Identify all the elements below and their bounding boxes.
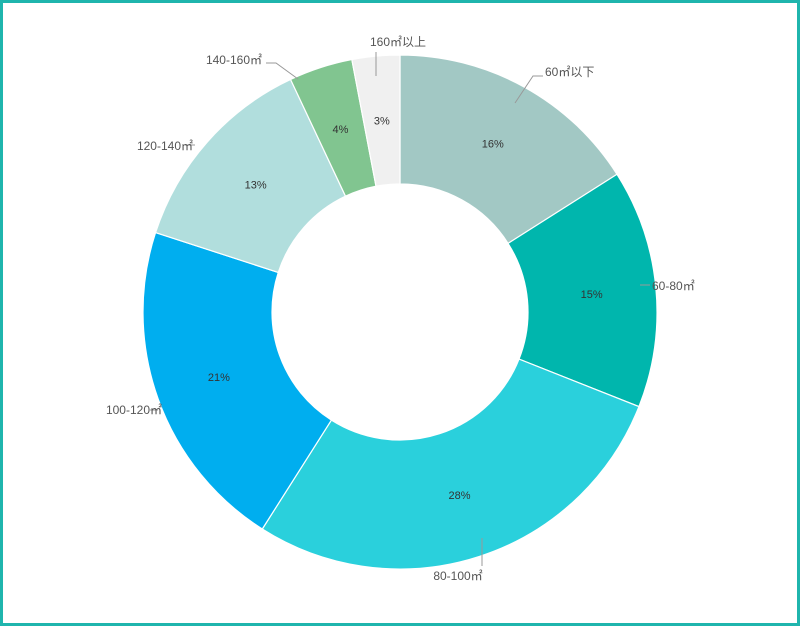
percent-label-160m2-or-more: 3% [374, 115, 390, 127]
category-label-140-160m2: 140-160㎡ [206, 53, 262, 67]
category-label-120-140m2: 120-140㎡ [137, 139, 193, 153]
slice-100-120m2 [142, 231, 333, 530]
leader-line-60m2-or-less [514, 75, 543, 104]
percent-label-60m2-or-less: 16% [482, 138, 504, 150]
slice-80-100m2 [261, 358, 640, 570]
percent-label-100-120m2: 21% [208, 372, 230, 384]
category-label-60m2-or-less: 60㎡以下 [545, 65, 594, 79]
category-label-160m2-or-more: 160㎡以上 [370, 35, 426, 49]
category-label-80-100m2: 80-100㎡ [433, 569, 482, 583]
percent-label-120-140m2: 13% [245, 180, 267, 192]
slice-60m2-or-less [399, 54, 618, 245]
category-label-100-120m2: 100-120㎡ [106, 403, 162, 417]
percent-label-80-100m2: 28% [448, 490, 470, 502]
percent-label-140-160m2: 4% [333, 124, 349, 136]
slice-60-80m2 [507, 173, 658, 408]
leader-line-140-160m2 [266, 62, 299, 80]
percent-label-60-80m2: 15% [581, 289, 603, 301]
slice-160m2-or-more [351, 54, 401, 187]
category-label-60-80m2: 60-80㎡ [652, 279, 695, 293]
